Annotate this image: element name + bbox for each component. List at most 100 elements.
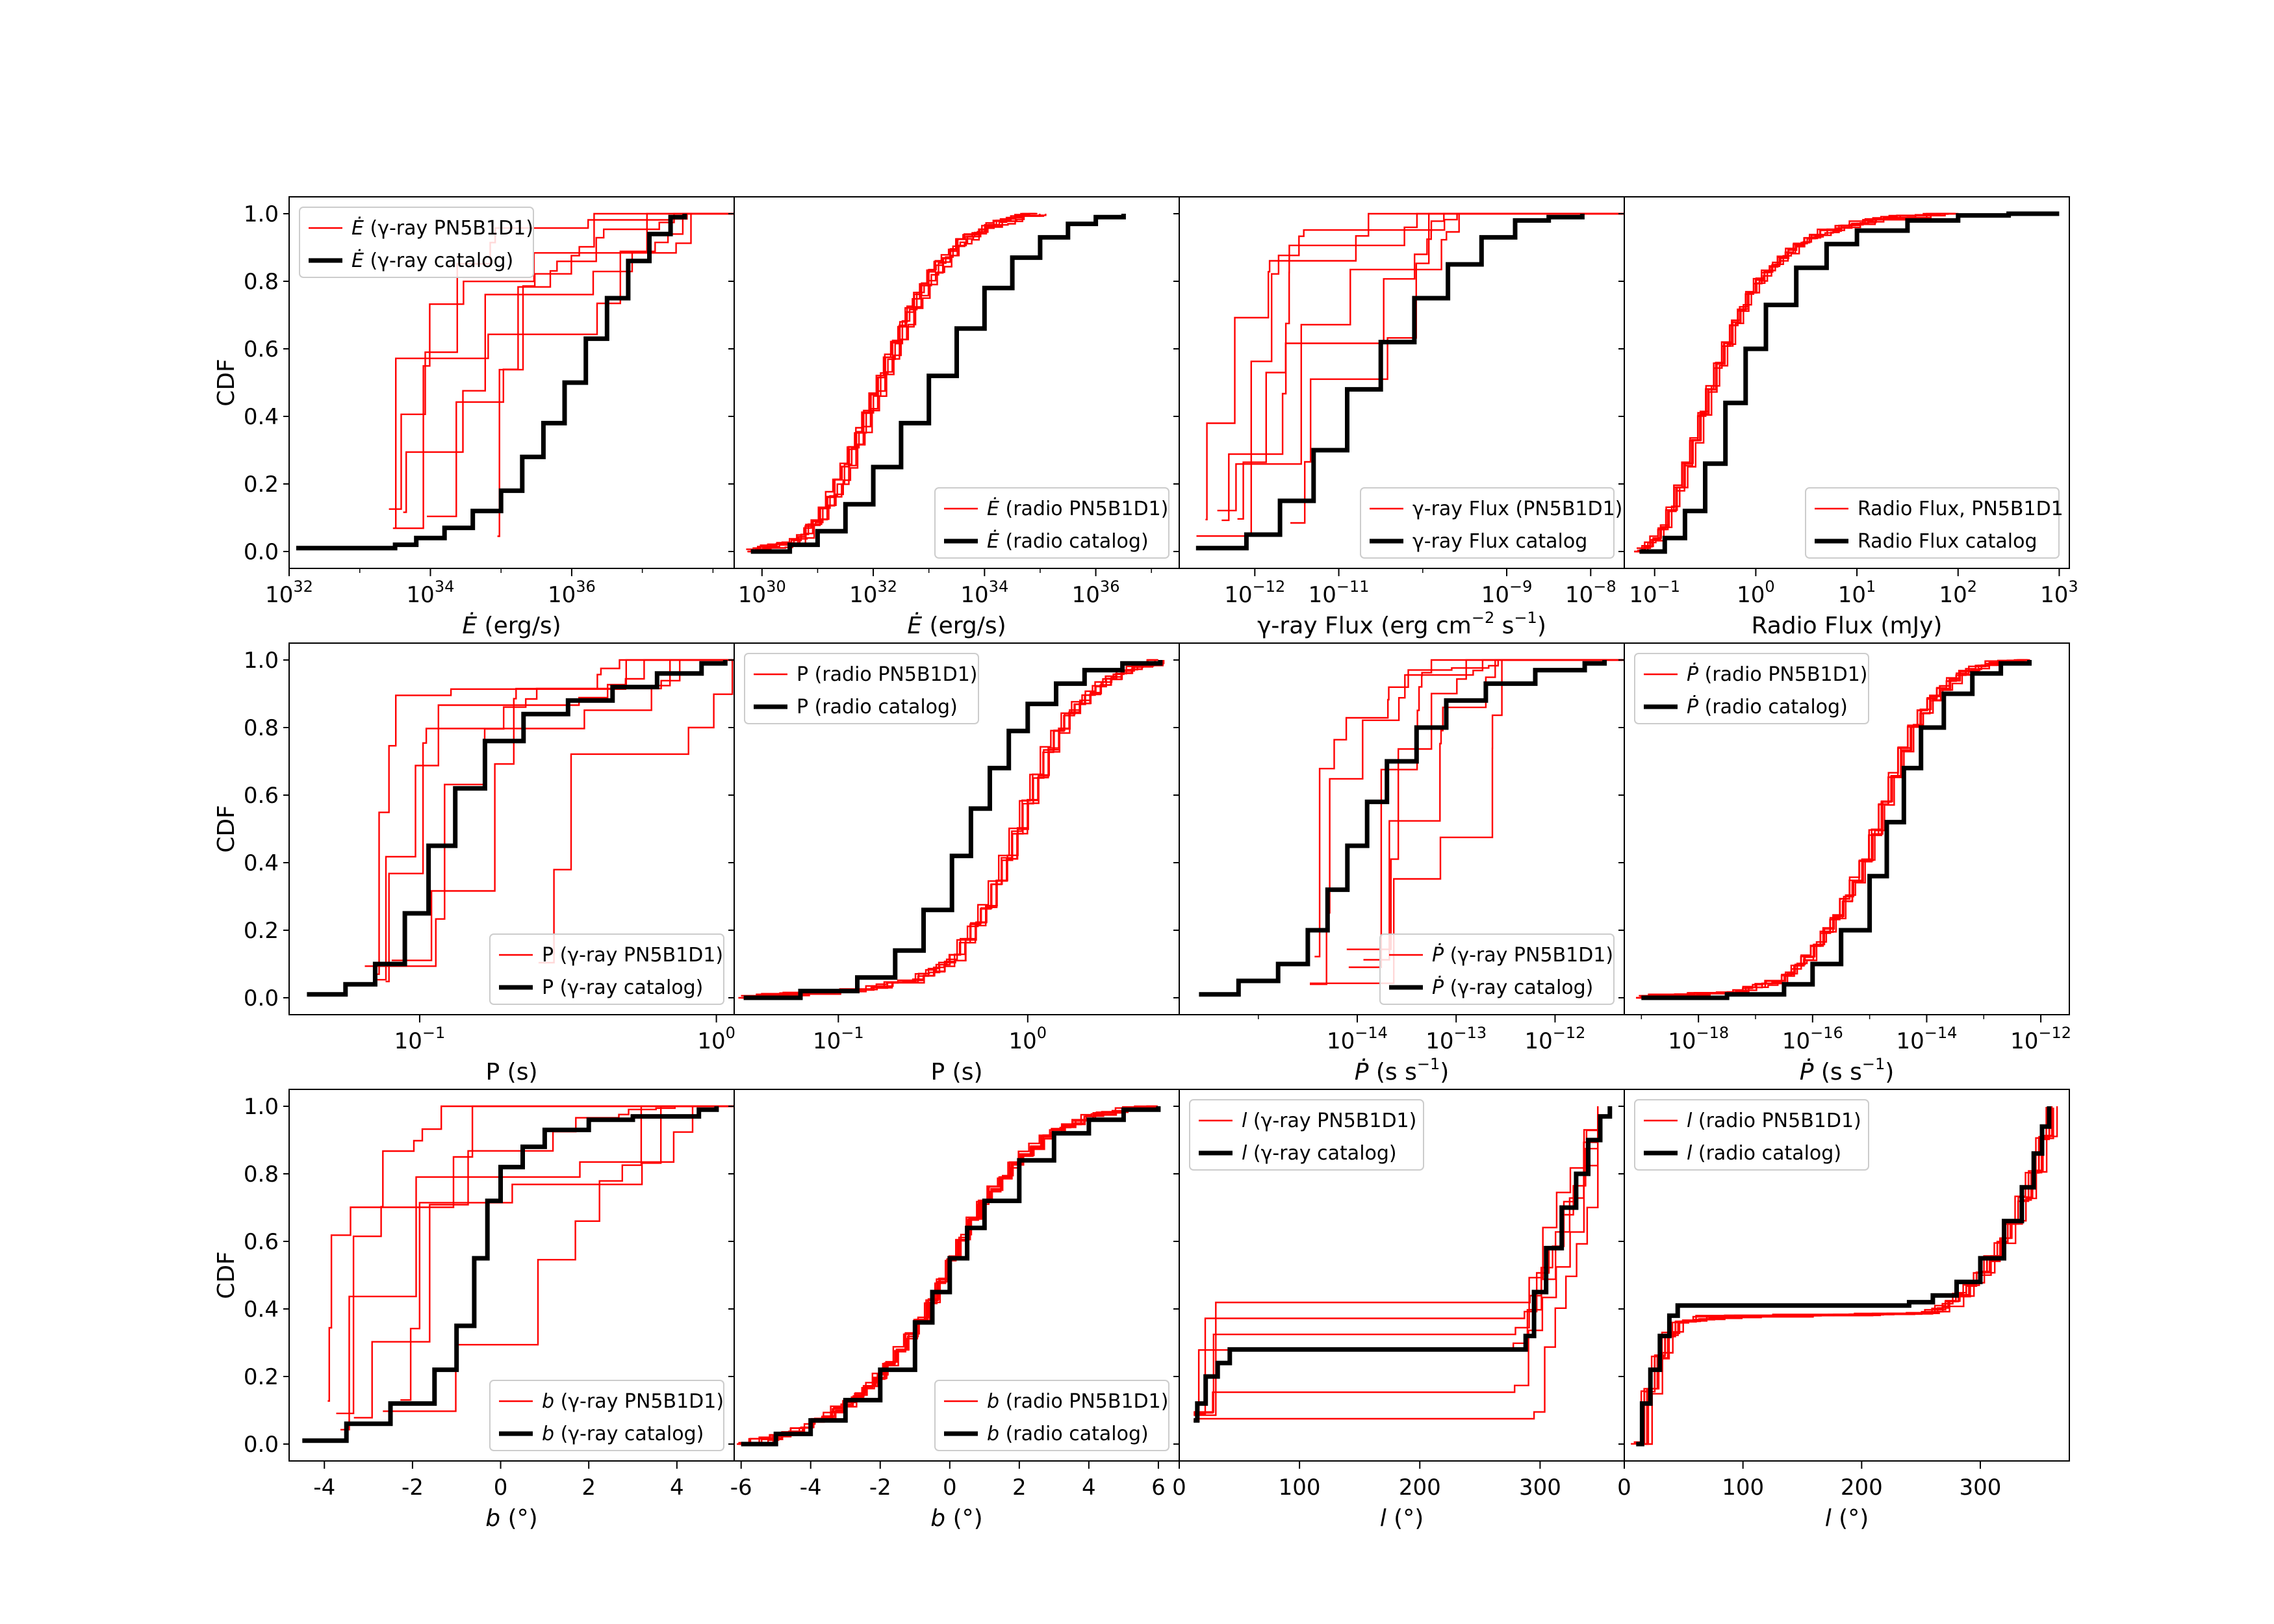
x-tick-label: 1036 bbox=[548, 577, 596, 608]
x-tick-label: 10−12 bbox=[1224, 577, 1285, 608]
x-tick-label: 10−8 bbox=[1565, 577, 1616, 608]
x-tick-label: 10−14 bbox=[1896, 1024, 1957, 1054]
sim-series-2 bbox=[364, 659, 734, 967]
x-tick-label: 0 bbox=[943, 1475, 957, 1501]
catalog-series bbox=[750, 214, 1126, 554]
sim-series-3 bbox=[353, 1105, 734, 1419]
sim-series-4 bbox=[1221, 212, 1624, 522]
legend-entry: Ṗ (γ-ray PN5B1D1) bbox=[1432, 943, 1613, 967]
legend-box bbox=[934, 1380, 1169, 1451]
x-axis-label: Radio Flux (mJy) bbox=[1752, 613, 1943, 639]
x-tick-label: 6 bbox=[1151, 1475, 1166, 1501]
y-tick-label: 0.6 bbox=[244, 1229, 279, 1255]
legend-entry: Radio Flux catalog bbox=[1858, 530, 2038, 553]
y-tick-label: 0.8 bbox=[244, 269, 279, 295]
subplot-1-2: 10−14 10−13 10−12 Ṗ (s s−1) Ṗ (γ-ray PN5B1D1… bbox=[1173, 642, 1625, 1085]
catalog-series bbox=[1195, 214, 1585, 551]
sim-series-1 bbox=[750, 214, 1041, 552]
sim-series-4 bbox=[391, 659, 734, 961]
sim-series-0 bbox=[1363, 659, 1624, 961]
sim-series-3 bbox=[1639, 659, 2027, 999]
legend-entry: Ṗ (γ-ray catalog) bbox=[1432, 976, 1593, 999]
x-axis-label: P (s) bbox=[486, 1059, 538, 1085]
legend-entry: P (γ-ray catalog) bbox=[542, 976, 703, 999]
x-axis-label: Ṗ (s s−1) bbox=[1355, 1055, 1450, 1085]
subplot-0-3: 10−1 100 101 102 103 Radio Flux (mJy) Radio Fl… bbox=[1618, 196, 2078, 639]
x-axis-label: Ė (erg/s) bbox=[907, 612, 1006, 639]
x-axis-label: γ-ray Flux (erg cm−2 s−1) bbox=[1257, 609, 1546, 639]
x-tick-label: 10−14 bbox=[1327, 1024, 1388, 1054]
legend-entry: Ė (γ-ray PN5B1D1) bbox=[351, 216, 533, 240]
x-tick-label: 100 bbox=[1279, 1475, 1321, 1501]
subplot-1-0: 0.0 0.2 0.4 0.6 0.8 1.0 10−1 100 P (s) P (γ-ray P… bbox=[244, 642, 735, 1085]
x-tick-label: 1030 bbox=[738, 577, 786, 608]
plot-area bbox=[302, 1105, 734, 1443]
sim-series-1 bbox=[1194, 1106, 1599, 1421]
x-tick-label: 10−18 bbox=[1668, 1024, 1729, 1054]
legend-entry: l (radio catalog) bbox=[1687, 1142, 1841, 1165]
y-tick-label: 0.6 bbox=[244, 336, 279, 362]
axes-frame bbox=[1624, 196, 2070, 569]
y-tick-label: 0.6 bbox=[244, 783, 279, 809]
plot-area bbox=[737, 1105, 1161, 1447]
sim-series-3 bbox=[376, 659, 734, 975]
catalog-series bbox=[302, 1106, 719, 1443]
y-tick-label: 0.2 bbox=[244, 918, 279, 944]
x-tick-label: 4 bbox=[1082, 1475, 1096, 1501]
sim-series-5 bbox=[1631, 1107, 2047, 1445]
legend-entry: Ė (radio PN5B1D1) bbox=[987, 497, 1168, 520]
x-tick-label: -6 bbox=[730, 1475, 752, 1501]
legend: γ-ray Flux (PN5B1D1) γ-ray Flux catalog bbox=[1360, 487, 1622, 559]
plot-area bbox=[1194, 1106, 1613, 1423]
legend-box bbox=[744, 653, 979, 724]
sim-series-5 bbox=[1237, 212, 1624, 520]
x-tick-label: 200 bbox=[1399, 1475, 1441, 1501]
y-tick-label: 0.8 bbox=[244, 1161, 279, 1187]
subplot-2-0: 0.0 0.2 0.4 0.6 0.8 1.0 -4 -2 0 2 4 b (°) b (γ-ray P… bbox=[244, 1089, 735, 1532]
sim-series-3 bbox=[1194, 1106, 1599, 1413]
plot-area bbox=[746, 212, 1126, 554]
y-axis-label: CDF bbox=[213, 1251, 240, 1299]
sim-series-1 bbox=[1348, 659, 1624, 969]
legend: P (radio PN5B1D1) P (radio catalog) bbox=[744, 653, 979, 724]
plot-area bbox=[1195, 212, 1624, 551]
x-tick-label: 1032 bbox=[849, 577, 897, 608]
x-axis-label: Ė (erg/s) bbox=[462, 612, 561, 639]
x-tick-label: 1034 bbox=[407, 577, 455, 608]
catalog-series bbox=[307, 660, 728, 997]
legend: l (γ-ray PN5B1D1) l (γ-ray catalog) bbox=[1189, 1099, 1424, 1171]
x-tick-label: 101 bbox=[1838, 577, 1876, 608]
subplot-2-1: -6 -4 -2 0 2 4 6b (°)b (radio PN5B1D1)b (radio… bbox=[728, 1089, 1180, 1532]
legend-entry: P (radio catalog) bbox=[797, 696, 958, 718]
x-tick-label: 100 bbox=[1737, 577, 1775, 608]
x-tick-label: -2 bbox=[869, 1475, 891, 1501]
y-tick-label: 0.0 bbox=[244, 539, 279, 565]
legend-entry: b (γ-ray catalog) bbox=[542, 1423, 704, 1445]
x-tick-label: 10−11 bbox=[1309, 577, 1370, 608]
x-tick-label: 100 bbox=[1009, 1024, 1047, 1054]
sim-series-1 bbox=[1290, 212, 1624, 524]
x-axis-label: l (°) bbox=[1380, 1505, 1424, 1532]
catalog-series bbox=[1636, 1106, 2052, 1447]
legend: Radio Flux, PN5B1D1 Radio Flux catalog bbox=[1805, 487, 2063, 559]
legend-entry: b (γ-ray PN5B1D1) bbox=[542, 1390, 724, 1413]
legend-entry: Ė (radio catalog) bbox=[987, 529, 1149, 553]
x-tick-label: 10−16 bbox=[1782, 1024, 1843, 1054]
subplot-1-3: 10−18 10−16 10−14 10−12 Ṗ (s s−1) Ṗ (radio PN… bbox=[1618, 642, 2071, 1085]
subplot-0-2: 10−11 10−12 10−9 10−8 γ-ray Flux (erg cm−2 s… bbox=[1173, 196, 1625, 639]
sim-series-4 bbox=[340, 1105, 734, 1430]
x-tick-label: 0 bbox=[494, 1475, 508, 1501]
subplot-1-1: 10−1 100 P (s) P (radio PN5B1D1) P (radio ca… bbox=[728, 642, 1180, 1085]
y-tick-label: 1.0 bbox=[244, 648, 279, 674]
legend-entry: b (radio PN5B1D1) bbox=[987, 1390, 1168, 1413]
sim-series-4 bbox=[392, 212, 734, 529]
legend-box bbox=[489, 933, 724, 1005]
x-tick-label: 100 bbox=[1722, 1475, 1764, 1501]
sim-series-5 bbox=[538, 659, 734, 964]
x-tick-label: 10−1 bbox=[813, 1024, 864, 1054]
catalog-series bbox=[1641, 660, 2032, 1000]
legend-box bbox=[1805, 487, 2060, 559]
legend: l (radio PN5B1D1) l (radio catalog) bbox=[1634, 1099, 1869, 1171]
